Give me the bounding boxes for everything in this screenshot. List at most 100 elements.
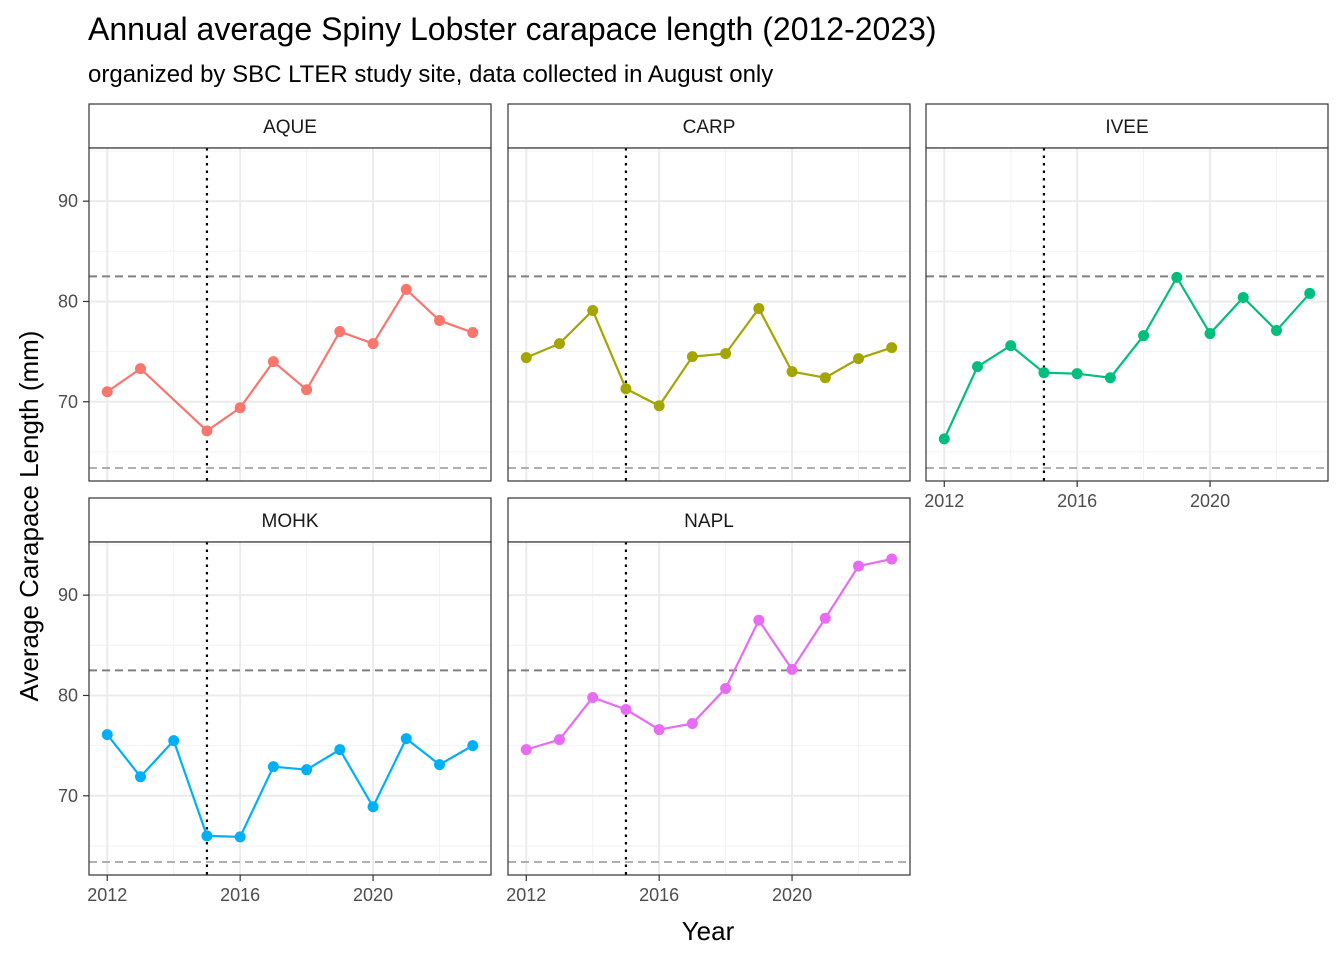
data-point [400,733,412,745]
facet-panel-carp: CARP [507,103,911,482]
series-line [106,733,474,839]
facet-strip [88,497,492,543]
y-tick-label: 90 [58,191,78,211]
x-tick-label: 2020 [1190,491,1230,511]
data-point [101,729,113,741]
data-point [520,744,532,756]
data-point [301,764,313,776]
data-point [653,400,665,412]
data-point [886,553,898,565]
data-point [1138,330,1150,342]
chart-title: Annual average Spiny Lobster carapace le… [88,11,937,47]
y-axis-title: Average Carapace Length (mm) [14,331,44,702]
data-point [1038,367,1050,379]
data-point [234,402,246,414]
data-point [553,338,565,350]
data-point [587,691,599,703]
data-point [434,759,446,771]
data-point [134,771,146,783]
data-point [1204,328,1216,340]
data-point [971,361,983,373]
data-point [686,351,698,363]
panel-background [89,148,491,481]
data-point [1271,325,1283,337]
x-tick-label: 2016 [639,885,679,905]
data-point [819,372,831,384]
x-tick-label: 2020 [353,885,393,905]
panel-background [926,148,1328,481]
facet-strip-label: IVEE [1105,117,1148,138]
y-tick-label: 70 [58,786,78,806]
x-tick-label: 2016 [1057,491,1097,511]
x-tick-label: 2012 [87,885,127,905]
data-point [786,663,798,675]
data-point [786,366,798,378]
facet-panel-mohk: MOHK 70 80 90 2012 2016 2020 [58,497,492,905]
data-point [819,612,831,624]
facet-strip [925,103,1329,149]
data-point [334,744,346,756]
facet-strip-label: MOHK [262,511,319,532]
panel-background [508,542,910,875]
data-point [720,682,732,694]
series-line [943,275,1311,440]
x-tick-label: 2020 [772,885,812,905]
data-point [520,352,532,364]
data-point [620,704,632,716]
data-point [168,735,180,747]
data-point [1104,372,1116,384]
data-point [753,614,765,626]
facet-strip-label: NAPL [684,511,734,532]
y-tick-label: 80 [58,291,78,311]
data-point [367,801,379,813]
data-point [620,383,632,395]
y-tick-label: 70 [58,392,78,412]
facet-panels: AQUE 70 80 90 CARP IVEE 2012 2016 2020 MOHK 70 80 90… [58,103,1329,905]
data-point [853,560,865,572]
chart-subtitle: organized by SBC LTER study site, data c… [88,61,773,88]
panel-border [507,541,911,876]
panel-border [925,147,1329,482]
data-point [267,761,279,773]
data-point [467,740,479,752]
series-line [525,557,892,751]
data-point [753,302,765,314]
x-axis-title: Year [682,916,735,946]
data-point [467,327,479,339]
data-point [201,830,213,842]
data-point [1171,271,1183,283]
data-point [234,831,246,843]
data-point [886,342,898,354]
facet-panel-ivee: IVEE 2012 2016 2020 [924,103,1329,511]
data-point [587,304,599,316]
panel-border [507,147,911,482]
data-point [367,338,379,350]
data-point [1005,340,1017,352]
x-tick-label: 2012 [506,885,546,905]
data-point [553,734,565,746]
data-point [1071,368,1083,380]
y-tick-label: 90 [58,585,78,605]
data-point [400,283,412,295]
y-tick-label: 80 [58,685,78,705]
data-point [653,724,665,736]
data-point [101,386,113,398]
x-tick-label: 2012 [924,491,964,511]
series-line [525,306,893,408]
data-point [686,718,698,730]
panel-background [89,542,491,875]
data-point [267,356,279,368]
data-point [201,425,213,437]
panel-border [88,541,492,876]
facet-strip [88,103,492,149]
data-point [434,315,446,327]
data-point [938,433,950,445]
facet-strip [507,497,911,543]
data-point [720,348,732,360]
panel-background [508,148,910,481]
facet-panel-aque: AQUE 70 80 90 [58,103,492,482]
facet-strip-label: CARP [683,117,736,138]
facet-strip [507,103,911,149]
data-point [134,363,146,375]
